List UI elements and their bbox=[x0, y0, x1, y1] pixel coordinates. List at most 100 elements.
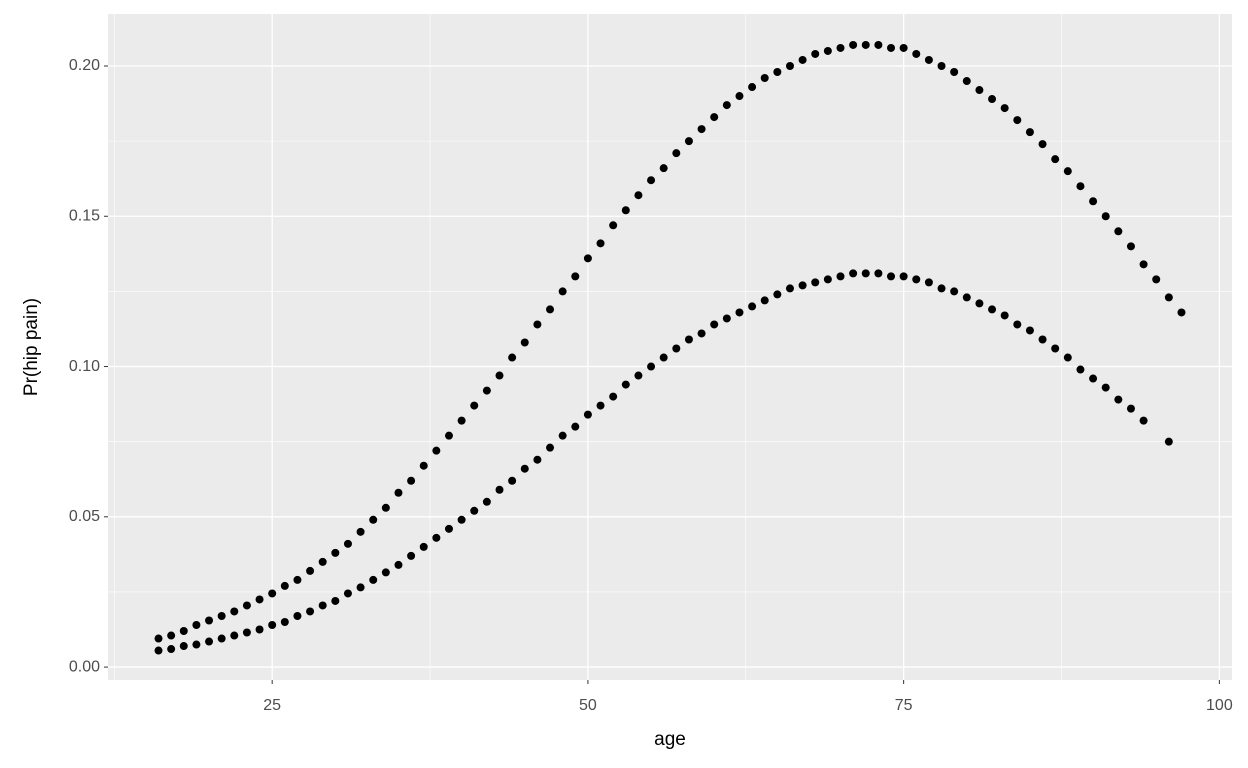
x-tick-label: 50 bbox=[579, 697, 597, 714]
point bbox=[659, 353, 668, 362]
point bbox=[1076, 365, 1085, 374]
point bbox=[861, 269, 870, 278]
point bbox=[950, 68, 959, 77]
point bbox=[899, 272, 908, 281]
point bbox=[912, 275, 921, 284]
point bbox=[331, 548, 340, 557]
point bbox=[874, 269, 883, 278]
point bbox=[217, 634, 226, 643]
point bbox=[849, 40, 858, 49]
point bbox=[823, 46, 832, 55]
point bbox=[836, 272, 845, 281]
point bbox=[508, 476, 517, 485]
point bbox=[470, 506, 479, 515]
point bbox=[1013, 116, 1022, 125]
point bbox=[748, 83, 757, 92]
point bbox=[558, 431, 567, 440]
point bbox=[533, 455, 542, 464]
point bbox=[924, 278, 933, 287]
point bbox=[205, 637, 214, 646]
point bbox=[773, 290, 782, 299]
point bbox=[306, 607, 315, 616]
point bbox=[1089, 197, 1098, 206]
point bbox=[394, 488, 403, 497]
point bbox=[1025, 326, 1034, 335]
point bbox=[230, 607, 239, 616]
point bbox=[849, 269, 858, 278]
point bbox=[962, 293, 971, 302]
point bbox=[811, 49, 820, 58]
point bbox=[735, 92, 744, 101]
point bbox=[609, 221, 618, 230]
point bbox=[369, 575, 378, 584]
point bbox=[280, 581, 289, 590]
plot-panel bbox=[108, 14, 1232, 680]
point bbox=[823, 275, 832, 284]
point bbox=[495, 371, 504, 380]
point bbox=[583, 410, 592, 419]
point bbox=[495, 485, 504, 494]
point bbox=[634, 371, 643, 380]
point bbox=[381, 568, 390, 577]
point bbox=[924, 55, 933, 64]
point bbox=[331, 596, 340, 605]
point bbox=[381, 503, 390, 512]
point bbox=[444, 431, 453, 440]
point bbox=[546, 443, 555, 452]
point bbox=[1038, 335, 1047, 344]
point bbox=[1114, 227, 1123, 236]
point bbox=[887, 43, 896, 52]
point bbox=[293, 575, 302, 584]
point bbox=[950, 287, 959, 296]
point bbox=[432, 533, 441, 542]
x-axis-title: age bbox=[654, 729, 686, 750]
point bbox=[419, 461, 428, 470]
point bbox=[710, 320, 719, 329]
point bbox=[482, 386, 491, 395]
point bbox=[217, 611, 226, 620]
x-tick-label: 25 bbox=[263, 697, 281, 714]
point bbox=[1139, 416, 1148, 425]
point bbox=[1126, 404, 1135, 413]
point bbox=[558, 287, 567, 296]
point bbox=[672, 344, 681, 353]
point bbox=[596, 239, 605, 248]
point bbox=[684, 335, 693, 344]
point bbox=[419, 542, 428, 551]
point bbox=[1063, 167, 1072, 176]
y-tick-label: 0.05 bbox=[69, 508, 100, 525]
point bbox=[975, 299, 984, 308]
point bbox=[1152, 275, 1161, 284]
point bbox=[179, 627, 188, 636]
point bbox=[975, 86, 984, 95]
point bbox=[470, 401, 479, 410]
point bbox=[343, 589, 352, 598]
point bbox=[748, 302, 757, 311]
point bbox=[1126, 242, 1135, 251]
point bbox=[255, 595, 264, 604]
y-tick-label: 0.00 bbox=[69, 658, 100, 675]
point bbox=[1164, 437, 1173, 446]
point bbox=[684, 137, 693, 146]
point bbox=[457, 515, 466, 524]
point bbox=[154, 646, 163, 655]
point bbox=[394, 560, 403, 569]
point bbox=[192, 640, 201, 649]
point bbox=[205, 616, 214, 625]
point bbox=[1101, 383, 1110, 392]
point bbox=[444, 524, 453, 533]
point bbox=[318, 557, 327, 566]
point bbox=[798, 281, 807, 290]
point bbox=[1013, 320, 1022, 329]
point bbox=[268, 589, 277, 598]
point bbox=[1000, 311, 1009, 320]
point bbox=[621, 380, 630, 389]
point bbox=[836, 43, 845, 52]
point bbox=[571, 272, 580, 281]
y-tick-label: 0.10 bbox=[69, 358, 100, 375]
point bbox=[356, 583, 365, 592]
point bbox=[785, 61, 794, 70]
point bbox=[634, 191, 643, 200]
